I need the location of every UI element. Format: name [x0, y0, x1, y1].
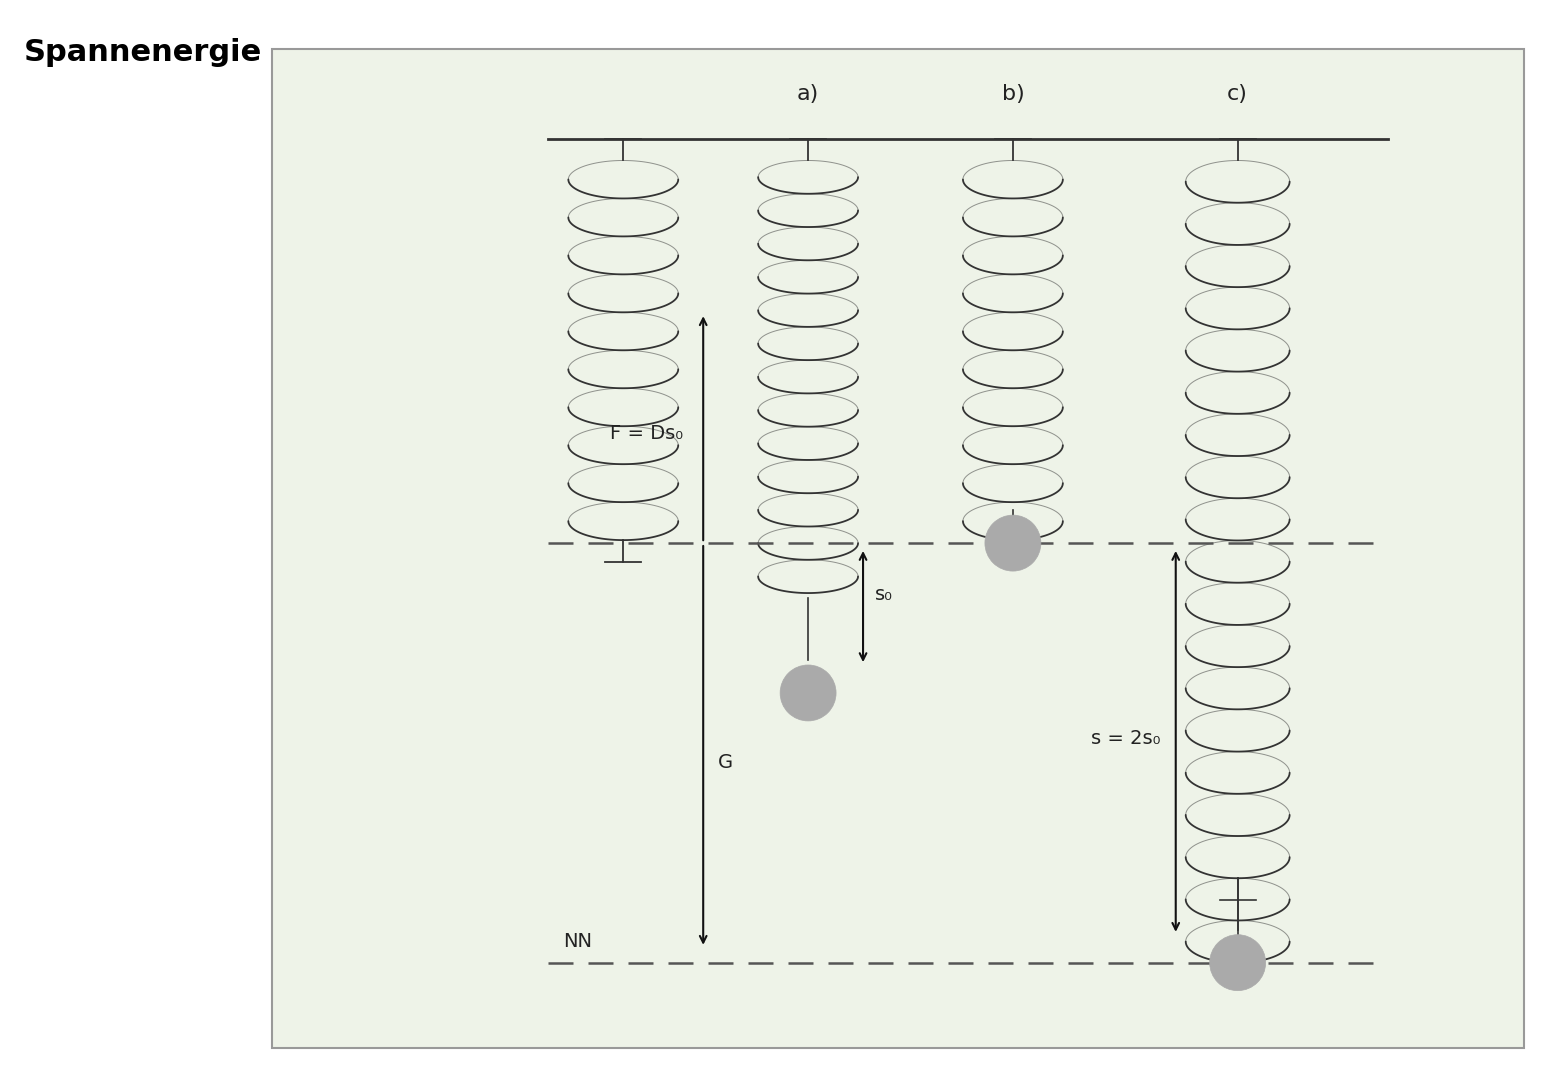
- Text: F = Ds₀: F = Ds₀: [610, 423, 683, 443]
- Circle shape: [1210, 934, 1266, 990]
- Text: NN: NN: [563, 932, 592, 950]
- Circle shape: [781, 665, 837, 721]
- Text: s₀: s₀: [875, 584, 893, 604]
- Text: a): a): [798, 83, 819, 104]
- Text: b): b): [1001, 83, 1025, 104]
- Text: c): c): [1227, 83, 1249, 104]
- Circle shape: [984, 515, 1040, 571]
- Text: G: G: [718, 754, 734, 772]
- Text: Spannenergie: Spannenergie: [23, 38, 261, 67]
- Text: s = 2s₀: s = 2s₀: [1092, 729, 1160, 748]
